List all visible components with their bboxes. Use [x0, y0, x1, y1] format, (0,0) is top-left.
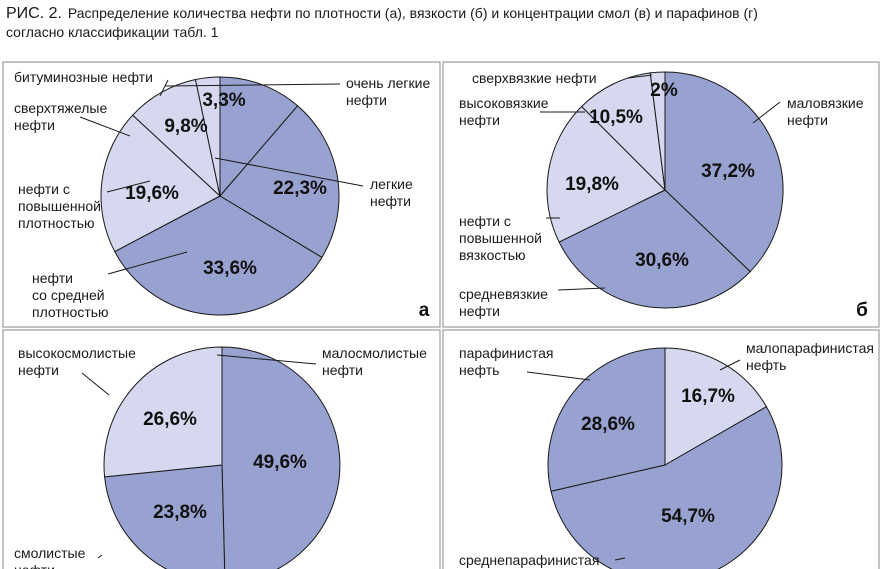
leader-line — [79, 116, 131, 137]
pie-slice — [664, 347, 768, 466]
slice-category-label: нефти — [32, 270, 73, 286]
pie-slice — [221, 346, 341, 569]
slice-value-label: 22,3% — [273, 178, 327, 199]
caption-line-2: согласно классификации табл. 1 — [6, 24, 219, 40]
pie-slice — [558, 189, 751, 309]
slice-category-label: очень легкие — [346, 75, 430, 91]
pie-slice — [100, 114, 221, 253]
slice-category-label: сверхтяжелые — [14, 100, 107, 116]
slice-category-label: нефти — [459, 112, 500, 128]
slice-value-label: 10,5% — [589, 107, 643, 128]
slice-category-label: нефти — [322, 362, 363, 378]
slice-category-label: нефти — [346, 92, 387, 108]
pie-slice — [104, 464, 226, 569]
slice-category-label: нефти — [787, 112, 828, 128]
slice-category-label: сверхвязкие нефти — [472, 70, 597, 86]
slice-value-label: 19,6% — [125, 183, 179, 204]
slice-category-label: средневязкие — [459, 286, 548, 302]
slice-value-label: 30,6% — [635, 250, 689, 271]
slice-category-label: нефти с — [18, 181, 70, 197]
leader-line — [627, 74, 653, 79]
pie-slice — [194, 76, 221, 197]
pie-slice — [664, 71, 784, 273]
leader-line — [214, 157, 364, 187]
slice-category-label: нефти — [14, 117, 55, 133]
pie-slice — [546, 105, 666, 243]
slice-value-label: 19,8% — [565, 174, 619, 195]
leader-line — [107, 251, 188, 275]
leader-line — [97, 554, 103, 559]
pie-slice — [550, 406, 783, 569]
slice-value-label: 3,3% — [202, 90, 245, 111]
slice-value-label: 49,6% — [253, 452, 307, 473]
slice-value-label: 23,8% — [153, 502, 207, 523]
slice-category-label: среднепарафинистая — [459, 552, 599, 568]
slice-category-label: вязкостью — [459, 247, 526, 263]
slice-value-label: 28,6% — [581, 414, 635, 435]
panel-letter: б — [856, 300, 868, 321]
slice-category-label: смолистые — [14, 545, 86, 561]
leader-line — [216, 354, 317, 365]
slice-category-label: нефти — [18, 362, 59, 378]
pie-slice — [103, 346, 223, 478]
slice-category-label: нефти с — [459, 213, 511, 229]
figure-caption: РИС. 2. Распределение количества нефти п… — [6, 4, 876, 42]
slice-value-label: 9,8% — [164, 116, 207, 137]
pie-slice — [580, 72, 666, 192]
slice-value-label: 2% — [650, 80, 678, 101]
slice-category-label: легкие — [370, 176, 413, 192]
slice-category-label: нефти — [459, 303, 500, 319]
caption-line-1: Распределение количества нефти по плотно… — [67, 5, 758, 21]
slice-category-label: высокосмолистые — [18, 345, 136, 361]
pie-chart-3 — [103, 346, 341, 569]
slice-category-label: высоковязкие — [459, 95, 549, 111]
leader-line — [719, 359, 741, 371]
panel-c-frame — [2, 329, 441, 569]
leader-line — [159, 79, 169, 97]
panel-a-frame — [2, 61, 441, 328]
slice-category-label: плотностью — [32, 304, 109, 320]
pie-chart-1 — [100, 76, 340, 316]
slice-category-label: парафинистая — [459, 345, 553, 361]
pie-slice — [219, 105, 340, 259]
slice-category-label: со средней — [32, 287, 105, 303]
slice-category-label: нефть — [746, 357, 786, 373]
slice-category-label: битуминозные нефти — [14, 69, 153, 85]
slice-value-label: 37,2% — [701, 161, 755, 182]
slice-category-label: нефти — [14, 562, 55, 569]
slice-category-label: повышенной — [459, 230, 542, 246]
leader-line — [81, 372, 110, 396]
panel-b-frame — [442, 61, 880, 328]
slice-category-label: повышенной — [18, 198, 101, 214]
pie-chart-4 — [547, 347, 783, 569]
pie-chart-2 — [546, 71, 784, 309]
slice-value-label: 33,6% — [203, 258, 257, 279]
leader-line — [164, 83, 341, 87]
slice-category-label: плотностью — [18, 215, 95, 231]
slice-category-label: нефти — [370, 193, 411, 209]
pie-slice — [649, 71, 666, 191]
slice-category-label: малосмолистые — [322, 345, 427, 361]
leader-line — [526, 371, 591, 381]
leader-line — [752, 101, 781, 124]
figure-number: РИС. 2. — [6, 5, 62, 22]
leader-line — [106, 180, 151, 193]
slice-value-label: 26,6% — [143, 409, 197, 430]
slice-category-label: маловязкие — [787, 95, 864, 111]
slice-value-label: 54,7% — [661, 506, 715, 527]
pie-slice — [547, 347, 666, 492]
slice-category-label: нефть — [459, 362, 499, 378]
pie-slice — [114, 195, 323, 316]
panel-d-frame — [442, 329, 880, 569]
leader-line — [614, 557, 626, 561]
panel-letter: а — [419, 300, 430, 321]
slice-category-label: малопарафинистая — [746, 340, 874, 356]
slice-value-label: 16,7% — [681, 386, 735, 407]
leader-line — [557, 287, 606, 291]
